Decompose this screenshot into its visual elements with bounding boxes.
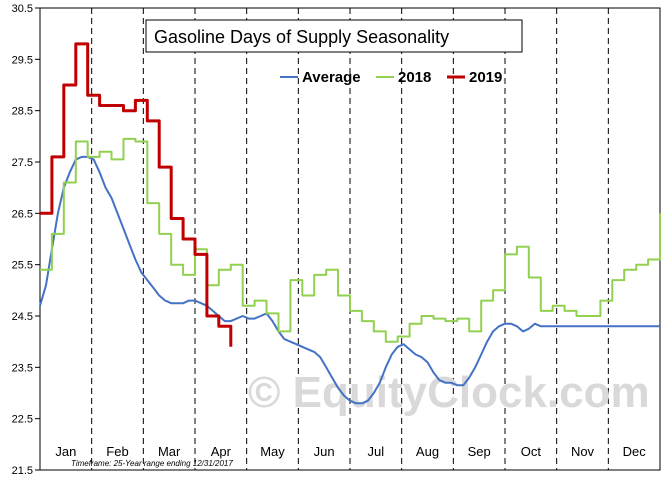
y-tick-label: 27.5 (12, 157, 33, 169)
y-tick-label: 23.5 (12, 362, 33, 374)
month-label: Aug (416, 444, 439, 459)
footnote: Timeframe: 25-Year range ending 12/31/20… (71, 459, 233, 468)
y-tick-label: 25.5 (12, 260, 33, 272)
y-tick-label: 30.5 (12, 3, 33, 15)
month-label: Jan (55, 444, 76, 459)
grid (39, 7, 661, 471)
y-tick-label: 26.5 (12, 208, 33, 220)
y-tick-label: 29.5 (12, 54, 33, 66)
month-label: Apr (211, 444, 232, 459)
series-line-2019 (40, 42, 233, 347)
watermark-text: © EquityClock.com (248, 368, 650, 417)
month-label: Jul (368, 444, 385, 459)
legend: Average 2018 2019 (280, 69, 502, 86)
month-label: Oct (521, 444, 542, 459)
legend-label: 2018 (398, 69, 431, 86)
y-tick-label: 28.5 (12, 106, 33, 118)
title-box: Gasoline Days of Supply Seasonality (145, 19, 523, 53)
month-label: May (260, 444, 285, 459)
y-tick-label: 22.5 (12, 414, 33, 426)
series-group (39, 42, 661, 405)
y-tick-label: 21.5 (12, 465, 33, 477)
month-label: Dec (623, 444, 647, 459)
y-tick-label: 24.5 (12, 311, 33, 323)
series-line-2018 (40, 137, 661, 343)
month-label: Jun (314, 444, 335, 459)
legend-label: Average (302, 69, 361, 86)
month-label: Feb (106, 444, 128, 459)
y-axis: 21.5 22.5 23.5 24.5 25.5 26.5 27.5 28.5 29.5 30.5 (12, 3, 40, 477)
month-label: Nov (571, 444, 595, 459)
x-axis: Jan Feb Mar Apr May Jun Jul Aug Sep Oct Nov Dec (55, 444, 646, 459)
series-line-average (39, 155, 660, 405)
month-label: Sep (468, 444, 491, 459)
title-frame (145, 19, 523, 53)
legend-label: 2019 (469, 69, 502, 86)
month-label: Mar (158, 444, 181, 459)
chart-title: Gasoline Days of Supply Seasonality (154, 27, 449, 47)
